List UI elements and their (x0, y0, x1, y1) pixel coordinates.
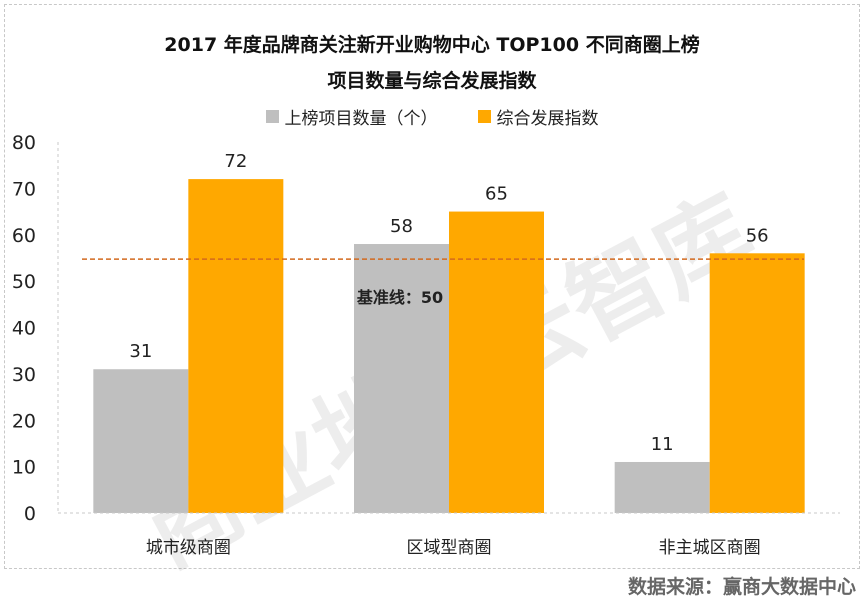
legend-label: 上榜项目数量（个） (284, 109, 438, 129)
y-tick-label: 60 (12, 225, 36, 247)
y-tick-label: 30 (12, 364, 36, 386)
legend-item-count: 上榜项目数量（个） (265, 104, 438, 129)
data-label: 72 (224, 151, 247, 172)
chart-frame (4, 4, 860, 569)
source-note: 数据来源：赢商大数据中心 (627, 576, 856, 598)
legend-swatch (477, 110, 491, 123)
bar (93, 369, 189, 513)
data-label: 31 (129, 341, 152, 362)
y-tick-label: 20 (12, 410, 36, 432)
bar (709, 253, 805, 514)
y-tick-label: 50 (12, 271, 36, 293)
baseline-label: 基准线：50 (356, 288, 443, 307)
y-tick-label: 70 (12, 178, 36, 200)
bar (614, 461, 710, 513)
x-tick-label: 区域型商圈 (407, 538, 492, 558)
bar (188, 179, 284, 513)
data-label: 11 (651, 434, 674, 455)
data-label: 56 (746, 225, 769, 246)
y-tick-label: 0 (24, 503, 36, 525)
x-tick-label: 城市级商圈 (146, 538, 231, 558)
data-label: 58 (390, 216, 413, 237)
chart-title: 2017 年度品牌商关注新开业购物中心 TOP100 不同商圈上榜 (164, 34, 700, 56)
legend: 上榜项目数量（个） 综合发展指数 (0, 104, 864, 129)
bar (449, 211, 544, 513)
y-tick-label: 10 (12, 457, 36, 479)
data-label: 65 (485, 184, 508, 205)
x-tick-label: 非主城区商圈 (659, 538, 761, 558)
bar (354, 244, 449, 513)
legend-swatch (265, 110, 279, 123)
legend-label: 综合发展指数 (496, 109, 599, 129)
legend-item-index: 综合发展指数 (477, 104, 599, 129)
y-tick-label: 40 (12, 318, 36, 340)
chart-subtitle: 项目数量与综合发展指数 (327, 70, 537, 92)
y-tick-label: 80 (12, 132, 36, 154)
